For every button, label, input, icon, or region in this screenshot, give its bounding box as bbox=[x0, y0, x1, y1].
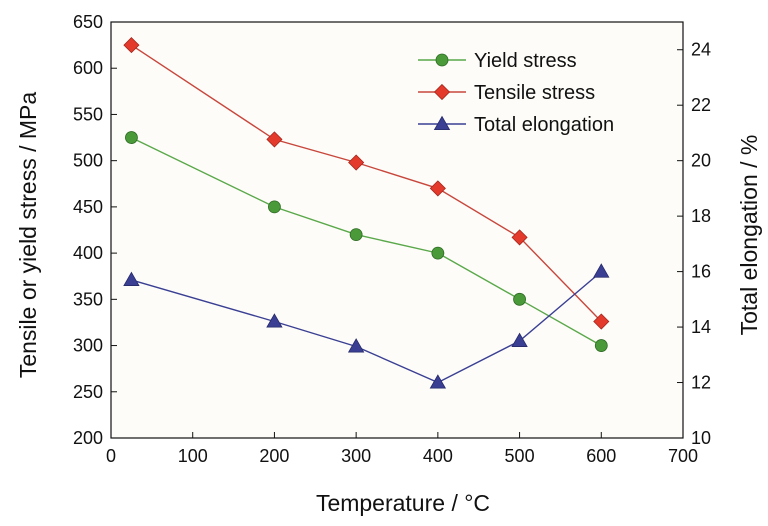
legend-marker-2 bbox=[433, 115, 451, 131]
series-0-point-2 bbox=[349, 228, 363, 242]
series-line-0 bbox=[131, 136, 602, 347]
y-left-tick-label-0: 200 bbox=[73, 428, 103, 448]
legend-label-0: Yield stress bbox=[474, 50, 577, 72]
series-1-point-2 bbox=[348, 154, 365, 171]
y-left-tick-label-6: 500 bbox=[73, 151, 103, 171]
chart-axes: 0 100 200 300 400 500 600 700 200 250 300 350 400 450… bbox=[73, 12, 711, 466]
y-left-tick-label-5: 450 bbox=[73, 197, 103, 217]
series-0-point-0 bbox=[125, 131, 138, 144]
series-0-point-3 bbox=[431, 246, 445, 260]
series-1-point-1 bbox=[266, 131, 283, 148]
x-tick-label-5: 500 bbox=[505, 446, 535, 466]
y-right-tick-label-6: 22 bbox=[691, 95, 711, 115]
y-right-tick-label-3: 16 bbox=[691, 262, 711, 282]
series-2-point-1 bbox=[266, 313, 283, 328]
y-right-tick-label-5: 20 bbox=[691, 151, 711, 171]
y-right-tick-label-4: 18 bbox=[691, 206, 711, 226]
y-right-tick-label-7: 24 bbox=[691, 40, 711, 60]
y-right-tick-label-1: 12 bbox=[691, 373, 711, 393]
x-tick-label-6: 600 bbox=[586, 446, 616, 466]
x-tick-label-2: 200 bbox=[259, 446, 289, 466]
legend: Yield stress Tensile stress Total elongati… bbox=[418, 50, 614, 136]
y-left-tick-label-7: 550 bbox=[73, 104, 103, 124]
y-axis-right-title: Total elongation / % bbox=[736, 135, 762, 336]
legend-marker-0 bbox=[435, 53, 449, 67]
x-tick-label-4: 400 bbox=[423, 446, 453, 466]
plot-frame bbox=[110, 21, 684, 439]
x-tick-label-3: 300 bbox=[341, 446, 371, 466]
series-line-1 bbox=[131, 44, 602, 322]
y-left-tick-label-9: 650 bbox=[73, 12, 103, 32]
series-0-point-5 bbox=[594, 339, 608, 352]
x-axis-title: Temperature / °C bbox=[316, 490, 490, 516]
series-1-point-3 bbox=[429, 180, 446, 197]
y-right-tick-label-0: 10 bbox=[691, 428, 711, 448]
y-left-tick-label-4: 400 bbox=[73, 243, 103, 263]
x-tick-label-7: 700 bbox=[668, 446, 698, 466]
series-2-point-3 bbox=[429, 374, 447, 389]
series-0-point-1 bbox=[268, 200, 281, 214]
series-line-2 bbox=[131, 271, 602, 384]
series-2-point-4 bbox=[511, 332, 528, 347]
series-2-point-0 bbox=[123, 271, 140, 286]
chart-marks bbox=[123, 37, 610, 389]
series-1-point-5 bbox=[593, 313, 610, 330]
series-1-point-0 bbox=[123, 37, 140, 54]
series-2-point-2 bbox=[347, 338, 365, 353]
series-1-point-4 bbox=[511, 229, 528, 246]
y-left-tick-label-3: 350 bbox=[73, 289, 103, 309]
x-tick-label-0: 0 bbox=[106, 446, 116, 466]
y-left-tick-label-1: 250 bbox=[73, 382, 103, 402]
plot-area bbox=[111, 22, 683, 438]
y-axis-left-title: Tensile or yield stress / MPa bbox=[15, 92, 41, 379]
series-2-point-5 bbox=[593, 263, 610, 278]
y-left-tick-label-8: 600 bbox=[73, 58, 103, 78]
legend-label-2: Total elongation bbox=[474, 114, 614, 136]
series-0-point-4 bbox=[513, 292, 526, 306]
legend-label-1: Tensile stress bbox=[474, 82, 595, 104]
x-tick-label-1: 100 bbox=[178, 446, 208, 466]
legend-marker-1 bbox=[433, 83, 451, 101]
y-right-tick-label-2: 14 bbox=[691, 317, 711, 337]
y-left-tick-label-2: 300 bbox=[73, 336, 103, 356]
